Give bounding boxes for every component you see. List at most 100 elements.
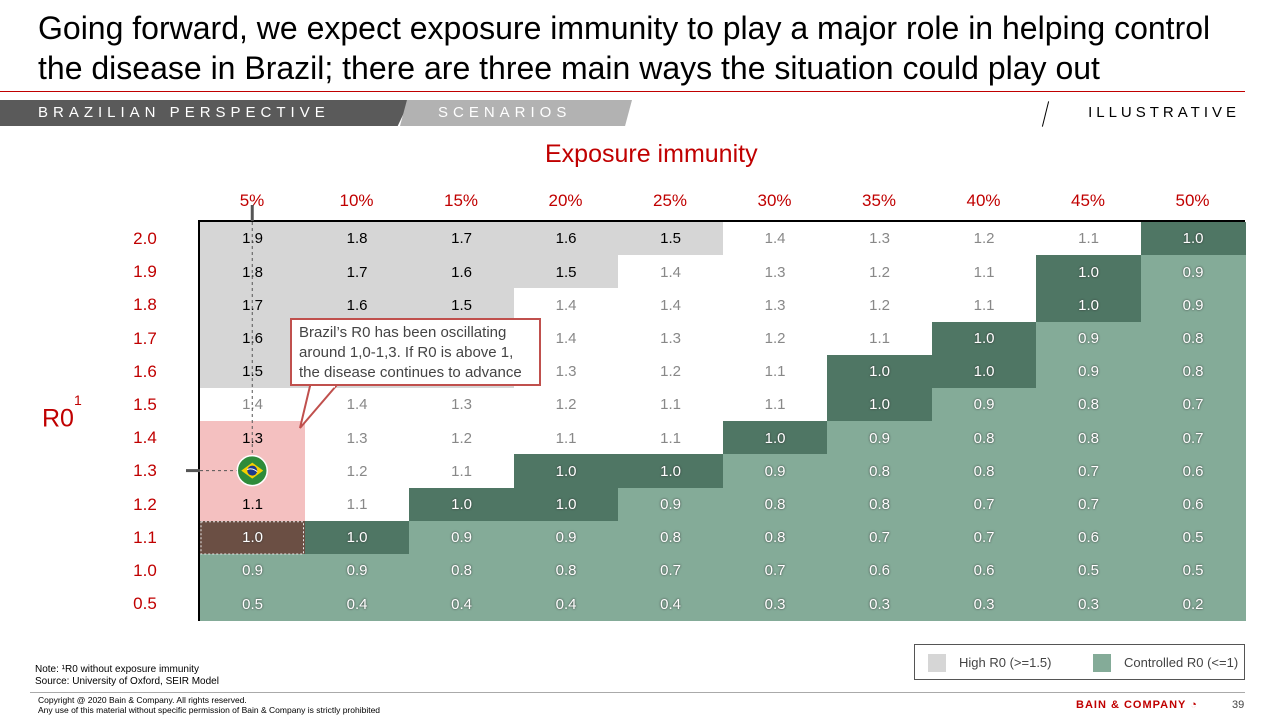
- heatmap-cell-r1-2-x50: 0.6: [1140, 487, 1246, 522]
- heatmap-cell-r1-3-x15: 1.1: [409, 454, 515, 489]
- y-tick-label-1-5: 1.5: [133, 395, 157, 414]
- heatmap-cell-r1-8-x35: 1.2: [827, 288, 933, 323]
- tab-brazilian-perspective[interactable]: BRAZILIAN PERSPECTIVE: [0, 100, 410, 126]
- brazil-row-highlight: [200, 521, 304, 555]
- legend-label-controlled: Controlled R0 (<=1): [1124, 655, 1239, 670]
- heatmap-cell-r1-0-x20: 0.8: [513, 554, 619, 588]
- y-tick-label-1-0: 1.0: [133, 561, 157, 580]
- heatmap-cell-r1-8-x45: 1.0: [1036, 288, 1142, 323]
- heatmap-cell-r1-9-x50: 0.9: [1140, 255, 1246, 289]
- heatmap-cell-r1-5-x30: 1.1: [722, 388, 828, 422]
- heatmap-cell-r1-4-x10: 1.3: [304, 421, 410, 455]
- x-tick-label-5: 5%: [239, 191, 265, 210]
- x-tick-label-30: 30%: [757, 191, 792, 210]
- heatmap-cell-r1-5-x20: 1.2: [513, 388, 619, 422]
- heatmap-cell-r1-1-x35: 0.7: [827, 520, 933, 555]
- heatmap-cell-r1-2-x10: 1.1: [304, 487, 410, 522]
- slide-title: Going forward, we expect exposure immuni…: [38, 10, 1211, 86]
- x-tick-label-45: 45%: [1070, 191, 1106, 210]
- legend-swatch-controlled: [1093, 654, 1111, 672]
- heatmap-cell-r1-1-x10: 1.0: [304, 520, 410, 555]
- x-tick-label-25: 25%: [652, 191, 688, 210]
- heatmap-cell-r1-8-x20: 1.4: [513, 288, 619, 323]
- heatmap-cell-r1-4-x20: 1.1: [513, 421, 619, 455]
- heatmap-cell-r1-7-x45: 0.9: [1036, 321, 1142, 356]
- y-tick-label-1-7: 1.7: [133, 328, 157, 348]
- heatmap-cell-r1-1-x15: 0.9: [409, 520, 515, 555]
- note-text: Note: ¹R0 without exposure immunity: [35, 664, 199, 675]
- y-tick-label-1-6: 1.6: [133, 361, 157, 381]
- y-tick-label-1-1: 1.1: [133, 527, 157, 547]
- y-tick-label-1-8: 1.8: [133, 295, 157, 315]
- tab-scenarios[interactable]: SCENARIOS: [400, 100, 632, 126]
- copyright-line-2: Any use of this material without specifi…: [38, 705, 381, 715]
- heatmap-cell-r0-5-x45: 0.3: [1036, 587, 1142, 621]
- heatmap-cell-r1-2-x25: 0.9: [618, 487, 724, 522]
- heatmap-cell-r1-0-x45: 0.5: [1036, 554, 1142, 588]
- heatmap-cell-r1-4-x25: 1.1: [618, 421, 724, 455]
- heatmap-cell-r0-5-x15: 0.4: [409, 587, 515, 621]
- chart-title: Exposure immunity: [545, 140, 758, 168]
- heatmap-cell-r2-0-x10: 1.8: [304, 222, 410, 256]
- copyright: Copyright @ 2020 Bain & Company. All rig…: [38, 695, 380, 715]
- heatmap-cell-r1-1-x50: 0.5: [1140, 520, 1246, 555]
- y-tick-label-1-3: 1.3: [133, 461, 157, 481]
- grid-top-border: [198, 220, 1245, 222]
- footer-divider: [30, 692, 1245, 693]
- legend-label-high: High R0 (>=1.5): [959, 655, 1052, 670]
- legend: High R0 (>=1.5) Controlled R0 (<=1): [914, 644, 1245, 680]
- heatmap-cell-r1-5-x25: 1.1: [618, 388, 724, 422]
- heatmap-cell-r1-2-x45: 0.7: [1036, 487, 1142, 522]
- heatmap-cell-r1-4-x35: 0.9: [827, 421, 933, 455]
- heatmap-cell-r1-8-x30: 1.3: [722, 288, 828, 323]
- y-tick-label-0-5: 0.5: [133, 594, 157, 614]
- heatmap-cell-r1-8-x10: 1.6: [304, 288, 410, 323]
- heatmap-cell-r1-4-x40: 0.8: [931, 421, 1037, 455]
- heatmap-cell-r1-0-x40: 0.6: [931, 554, 1037, 588]
- heatmap-cell-r2-0-x5: 1.9: [200, 222, 306, 256]
- brand-logo: BAIN & COMPANY ◔: [1076, 699, 1198, 711]
- x-tick-label-35: 35%: [861, 191, 897, 210]
- copyright-line-1: Copyright @ 2020 Bain & Company. All rig…: [38, 695, 247, 705]
- heatmap-cell-r1-8-x25: 1.4: [618, 288, 724, 323]
- heatmap-cell-r1-6-x45: 0.9: [1036, 354, 1142, 389]
- heatmap-cell-r1-1-x30: 0.8: [722, 520, 828, 555]
- x-tick-label-40: 40%: [966, 191, 1001, 210]
- heatmap-cell-r1-2-x40: 0.7: [931, 487, 1037, 522]
- heatmap-cell-r1-2-x30: 0.8: [722, 487, 828, 522]
- heatmap-cell-r1-6-x35: 1.0: [827, 354, 933, 389]
- heatmap-cell-r1-7-x30: 1.2: [722, 321, 828, 356]
- heatmap-cell-r2-0-x15: 1.7: [409, 222, 515, 256]
- page-number: 39: [1232, 699, 1245, 711]
- source-text: Source: University of Oxford, SEIR Model: [35, 676, 219, 687]
- heatmap-cell-r1-7-x50: 0.8: [1140, 321, 1246, 356]
- heatmap-cell-r1-4-x30: 1.0: [722, 421, 828, 455]
- heatmap-cell-r1-4-x45: 0.8: [1036, 421, 1142, 455]
- heatmap-cell-r1-4-x50: 0.7: [1140, 421, 1246, 455]
- heatmap-cell-r1-1-x5: 1.0: [200, 520, 306, 555]
- y-tick-label-1-4: 1.4: [133, 428, 157, 448]
- heatmap-cell-r1-0-x10: 0.9: [304, 554, 410, 588]
- heatmap-cell-r1-3-x30: 0.9: [722, 454, 828, 489]
- heatmap-cell-r1-2-x15: 1.0: [409, 487, 515, 522]
- heatmap-cell-r1-6-x40: 1.0: [931, 354, 1037, 389]
- heatmap-cell-r2-0-x50: 1.0: [1140, 222, 1246, 256]
- heatmap-cell-r1-7-x25: 1.3: [618, 321, 724, 356]
- legend-swatch-high: [928, 654, 946, 672]
- heatmap-cell-r1-8-x5: 1.7: [200, 288, 306, 323]
- heatmap-cell-r0-5-x25: 0.4: [618, 587, 724, 621]
- heatmap-cell-r1-4-x15: 1.2: [409, 421, 515, 455]
- heatmap-cell-r0-5-x35: 0.3: [827, 587, 933, 621]
- heatmap-cell-r1-9-x25: 1.4: [618, 255, 724, 289]
- annotation-callout: Brazil’s R0 has been oscillating around …: [290, 318, 541, 386]
- heatmap-cell-r2-0-x25: 1.5: [618, 222, 724, 256]
- grid-left-border: [198, 221, 200, 621]
- heatmap-cell-r2-0-x45: 1.1: [1036, 222, 1142, 256]
- heatmap-cell-r1-2-x5: 1.1: [200, 487, 306, 522]
- heatmap-cell-r1-8-x50: 0.9: [1140, 288, 1246, 323]
- heatmap-cell-r1-1-x45: 0.6: [1036, 520, 1142, 555]
- heatmap-cell-r1-1-x20: 0.9: [513, 520, 619, 555]
- heatmap-cell-r2-0-x40: 1.2: [931, 222, 1037, 256]
- heatmap-cell-r2-0-x35: 1.3: [827, 222, 933, 256]
